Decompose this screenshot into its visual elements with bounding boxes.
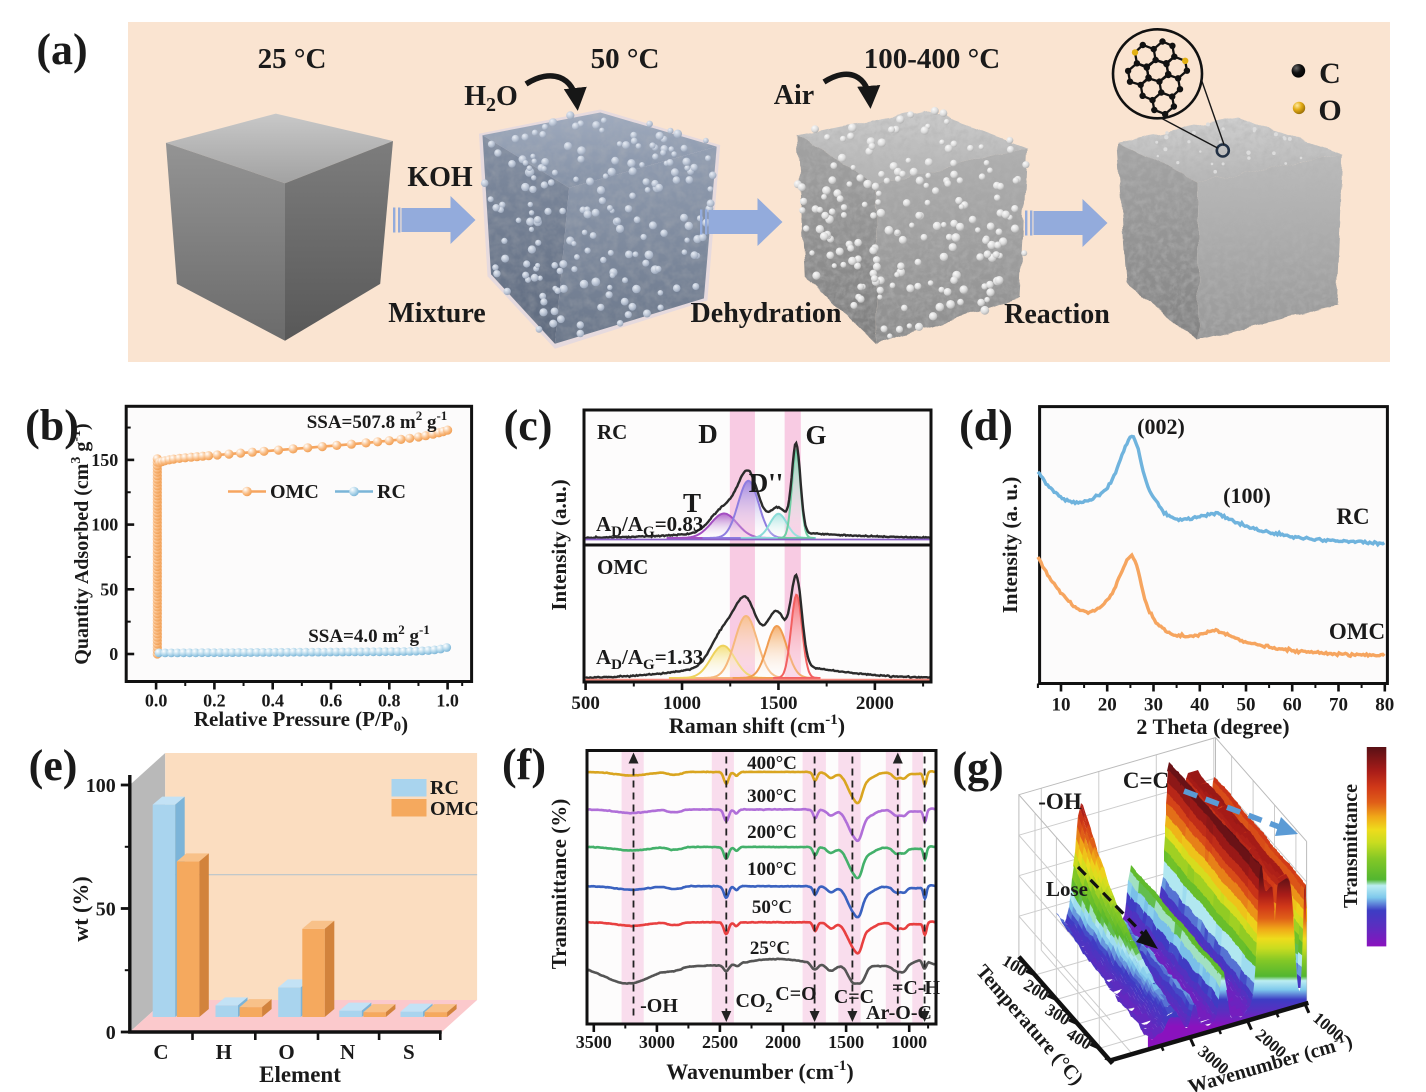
svg-text:D'': D''	[749, 468, 784, 498]
svg-text:C=C: C=C	[1123, 768, 1169, 793]
svg-text:RC: RC	[597, 420, 627, 444]
svg-text:(c): (c)	[504, 401, 553, 450]
svg-text:(e): (e)	[29, 741, 78, 790]
svg-text:Intensity (a. u.): Intensity (a. u.)	[998, 477, 1022, 614]
svg-text:1000: 1000	[663, 693, 701, 714]
svg-text:OMC: OMC	[270, 481, 319, 503]
svg-text:KOH: KOH	[407, 162, 473, 193]
svg-text:20: 20	[1098, 695, 1117, 716]
svg-text:G: G	[805, 420, 826, 450]
svg-text:(d): (d)	[959, 401, 1013, 450]
svg-text:25 °C: 25 °C	[258, 43, 327, 75]
svg-text:100: 100	[86, 775, 116, 797]
svg-text:(f): (f)	[502, 740, 546, 789]
svg-text:2000: 2000	[856, 693, 894, 714]
svg-text:100: 100	[91, 515, 118, 535]
svg-text:150: 150	[91, 450, 118, 470]
svg-text:Dehydration: Dehydration	[691, 298, 842, 329]
svg-text:Transmittance (%): Transmittance (%)	[547, 799, 571, 970]
svg-text:0: 0	[106, 1022, 116, 1044]
svg-text:30: 30	[1144, 695, 1163, 716]
svg-text:Quantity Adsorbed (cm3 g-1): Quantity Adsorbed (cm3 g-1)	[69, 423, 93, 664]
svg-text:2 Theta (degree): 2 Theta (degree)	[1136, 714, 1289, 739]
svg-text:Mixture: Mixture	[388, 298, 485, 329]
svg-text:70: 70	[1329, 695, 1348, 716]
svg-text:O: O	[1318, 94, 1341, 127]
svg-text:Ar-O-C: Ar-O-C	[866, 1002, 932, 1024]
svg-text:T: T	[683, 488, 701, 518]
svg-text:0.0: 0.0	[145, 691, 168, 711]
svg-text:Reaction: Reaction	[1004, 299, 1110, 330]
svg-text:RC: RC	[1336, 504, 1369, 529]
svg-text:3500: 3500	[576, 1032, 612, 1052]
svg-text:50: 50	[100, 579, 118, 599]
svg-text:40: 40	[1190, 695, 1209, 716]
svg-text:(b): (b)	[25, 401, 79, 450]
svg-text:50: 50	[1237, 695, 1256, 716]
svg-text:2500: 2500	[702, 1032, 738, 1052]
svg-text:Transmittance: Transmittance	[1340, 784, 1362, 908]
svg-text:1000: 1000	[891, 1032, 927, 1052]
svg-text:0.4: 0.4	[261, 691, 284, 711]
svg-text:400°C: 400°C	[747, 753, 797, 774]
svg-text:10: 10	[1052, 695, 1071, 716]
svg-text:C=O: C=O	[775, 983, 816, 1005]
svg-text:C: C	[1319, 57, 1341, 90]
svg-text:Wavenumber (cm-1): Wavenumber (cm-1)	[666, 1058, 853, 1084]
svg-text:1500: 1500	[828, 1032, 864, 1052]
svg-text:Element: Element	[259, 1062, 341, 1087]
svg-text:S: S	[403, 1040, 415, 1064]
svg-text:Raman shift (cm-1): Raman shift (cm-1)	[669, 712, 845, 738]
svg-text:80: 80	[1375, 695, 1394, 716]
svg-text:-OH: -OH	[640, 995, 678, 1017]
svg-text:SSA=507.8 m2 g-1: SSA=507.8 m2 g-1	[307, 408, 448, 433]
svg-text:C=C: C=C	[834, 986, 874, 1008]
svg-text:O: O	[278, 1040, 294, 1064]
svg-text:500: 500	[571, 693, 600, 714]
svg-text:-OH: -OH	[1038, 789, 1082, 814]
svg-text:(100): (100)	[1223, 483, 1271, 508]
svg-text:3000: 3000	[639, 1032, 675, 1052]
svg-text:(g): (g)	[952, 743, 1003, 792]
svg-text:300°C: 300°C	[747, 786, 797, 807]
svg-text:D: D	[698, 419, 718, 449]
svg-text:100-400 °C: 100-400 °C	[864, 43, 1000, 75]
svg-text:SSA=4.0 m2 g-1: SSA=4.0 m2 g-1	[308, 622, 430, 647]
svg-text:=C-H: =C-H	[892, 977, 941, 999]
svg-text:50 °C: 50 °C	[591, 43, 660, 75]
svg-text:Air: Air	[774, 80, 814, 111]
svg-text:RC: RC	[430, 777, 459, 799]
svg-text:50: 50	[96, 899, 116, 921]
svg-text:N: N	[340, 1040, 355, 1064]
svg-text:2000: 2000	[765, 1032, 801, 1052]
svg-text:0.2: 0.2	[203, 691, 226, 711]
svg-text:Lose: Lose	[1046, 877, 1088, 901]
svg-text:H: H	[216, 1040, 232, 1064]
svg-text:(002): (002)	[1137, 414, 1185, 439]
svg-text:RC: RC	[377, 481, 406, 503]
svg-text:C: C	[153, 1040, 168, 1064]
svg-text:OMC: OMC	[597, 555, 648, 579]
svg-text:1500: 1500	[759, 693, 797, 714]
svg-text:wt (%): wt (%)	[68, 876, 93, 941]
svg-text:25°C: 25°C	[750, 938, 790, 959]
svg-text:100°C: 100°C	[747, 859, 797, 880]
svg-text:0: 0	[109, 644, 118, 664]
svg-text:50°C: 50°C	[752, 897, 792, 918]
svg-text:OMC: OMC	[1329, 619, 1385, 644]
svg-text:0.8: 0.8	[378, 691, 401, 711]
svg-text:60: 60	[1283, 695, 1302, 716]
svg-text:200°C: 200°C	[747, 822, 797, 843]
svg-text:(a): (a)	[36, 25, 87, 74]
svg-text:Intensity (a.u.): Intensity (a.u.)	[547, 479, 571, 610]
svg-text:OMC: OMC	[430, 798, 479, 820]
svg-text:0.6: 0.6	[320, 691, 343, 711]
svg-text:1.0: 1.0	[436, 691, 459, 711]
